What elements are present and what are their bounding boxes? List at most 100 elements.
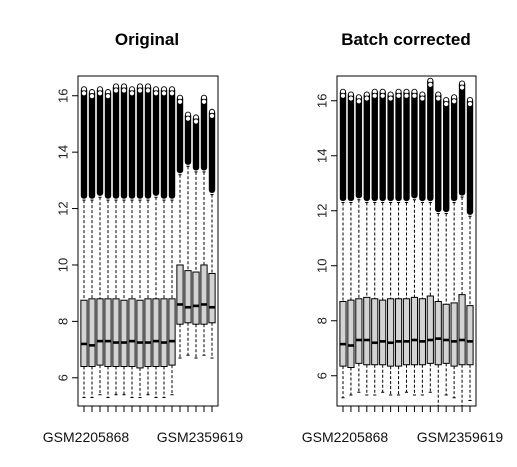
- outlier-band: [363, 92, 371, 202]
- box-body: [112, 298, 120, 368]
- box-body: [208, 272, 216, 324]
- box-body: [200, 264, 208, 325]
- outlier-band: [200, 95, 208, 171]
- outlier-point: [363, 95, 370, 102]
- outlier-point: [411, 92, 418, 99]
- y-tick-label: 10: [314, 259, 329, 273]
- outlier-band: [379, 89, 386, 202]
- outlier-point: [112, 87, 120, 94]
- box-13: [176, 94, 184, 359]
- x-tick-label-original-first: GSM2205868: [43, 429, 130, 445]
- box-17: [208, 108, 216, 359]
- box-body: [80, 299, 88, 368]
- box-body: [120, 299, 128, 368]
- outlier-point: [128, 90, 136, 97]
- outlier-point: [200, 98, 208, 105]
- outlier-band: [442, 98, 450, 213]
- box-body: [128, 298, 136, 368]
- outlier-point: [168, 90, 176, 97]
- outlier-band: [112, 84, 120, 199]
- box-body: [466, 305, 474, 366]
- box-17: [466, 96, 474, 401]
- box-body: [410, 296, 419, 366]
- box-body: [96, 298, 104, 366]
- outlier-band: [144, 84, 152, 199]
- outlier-point: [120, 87, 128, 94]
- box-body: [450, 302, 458, 367]
- box-9: [402, 88, 411, 393]
- outlier-point: [96, 90, 104, 97]
- y-tick-label: 12: [55, 201, 70, 215]
- box-body: [379, 299, 387, 366]
- y-tick-label: 12: [314, 204, 329, 218]
- outlier-point: [379, 92, 386, 99]
- y-tick-label: 6: [314, 372, 329, 379]
- box-16: [458, 80, 466, 407]
- outlier-band: [395, 89, 402, 202]
- y-tick-label: 10: [55, 258, 70, 272]
- box-body: [442, 303, 450, 364]
- y-tick-label: 16: [314, 94, 329, 108]
- box-body: [434, 301, 442, 366]
- box-body: [152, 298, 160, 368]
- outlier-band: [435, 92, 442, 213]
- outlier-point: [176, 98, 184, 105]
- outlier-band: [88, 90, 96, 199]
- box-body: [402, 298, 411, 366]
- box-11: [418, 91, 426, 396]
- outlier-point: [403, 92, 410, 99]
- outlier-band: [371, 89, 378, 202]
- box-4: [363, 91, 371, 396]
- box-body: [339, 301, 347, 367]
- outlier-band: [184, 112, 192, 165]
- outlier-point: [160, 90, 168, 97]
- outlier-band: [96, 87, 104, 196]
- box-8: [136, 83, 144, 399]
- box-body: [355, 298, 363, 364]
- box-1: [80, 86, 88, 399]
- plot-batch-corrected: 6 8 10 12 14 16: [314, 75, 477, 412]
- outlier-band: [136, 84, 144, 199]
- outlier-point: [466, 100, 474, 108]
- y-tick-label: 14: [314, 149, 329, 163]
- box-4: [104, 89, 112, 399]
- box-body: [394, 298, 403, 367]
- box-15: [450, 94, 458, 399]
- box-6: [120, 83, 128, 396]
- outlier-band: [347, 92, 355, 202]
- outlier-point: [208, 112, 216, 119]
- box-1: [339, 88, 347, 399]
- box-14: [184, 111, 192, 356]
- outlier-band: [176, 95, 184, 174]
- box-5: [112, 83, 120, 396]
- outlier-point: [459, 84, 466, 91]
- box-10: [410, 88, 419, 396]
- outlier-band: [427, 78, 434, 202]
- outlier-point: [387, 95, 394, 102]
- x-tick-label-batch-corrected-last: GSM2359619: [417, 429, 504, 445]
- outlier-band: [466, 98, 474, 215]
- outlier-point: [443, 100, 450, 108]
- box-6: [379, 88, 387, 393]
- outlier-band: [120, 84, 128, 199]
- outlier-band: [411, 89, 418, 199]
- x-tick-label-batch-corrected-first: GSM2205868: [302, 429, 389, 445]
- outlier-point: [419, 95, 426, 102]
- box-3: [96, 86, 104, 396]
- outlier-band: [80, 87, 88, 199]
- box-2: [88, 89, 96, 399]
- box-15: [192, 114, 200, 359]
- outlier-band: [208, 109, 216, 194]
- chart-title-batch-corrected: Batch corrected: [341, 30, 470, 49]
- y-tick-label: 8: [314, 317, 329, 324]
- box-13: [434, 91, 442, 407]
- outlier-band: [168, 87, 176, 199]
- box-10: [152, 86, 160, 399]
- outlier-point: [144, 87, 152, 94]
- y-tick-label: 8: [55, 318, 70, 325]
- outlier-band: [128, 87, 136, 199]
- outlier-point: [136, 87, 144, 94]
- outlier-point: [347, 95, 354, 102]
- box-body: [426, 295, 434, 364]
- box-body: [192, 271, 200, 325]
